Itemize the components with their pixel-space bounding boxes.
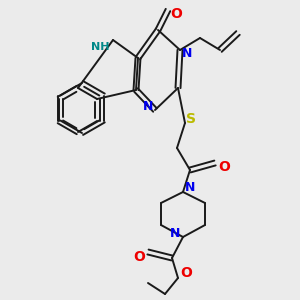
Text: O: O — [170, 7, 182, 21]
Text: O: O — [218, 160, 230, 174]
Text: N: N — [182, 47, 192, 60]
Text: O: O — [133, 250, 145, 264]
Text: O: O — [180, 266, 192, 280]
Text: NH: NH — [91, 42, 109, 52]
Text: N: N — [185, 181, 195, 194]
Text: S: S — [186, 112, 196, 126]
Text: N: N — [142, 100, 153, 113]
Text: N: N — [169, 227, 180, 240]
